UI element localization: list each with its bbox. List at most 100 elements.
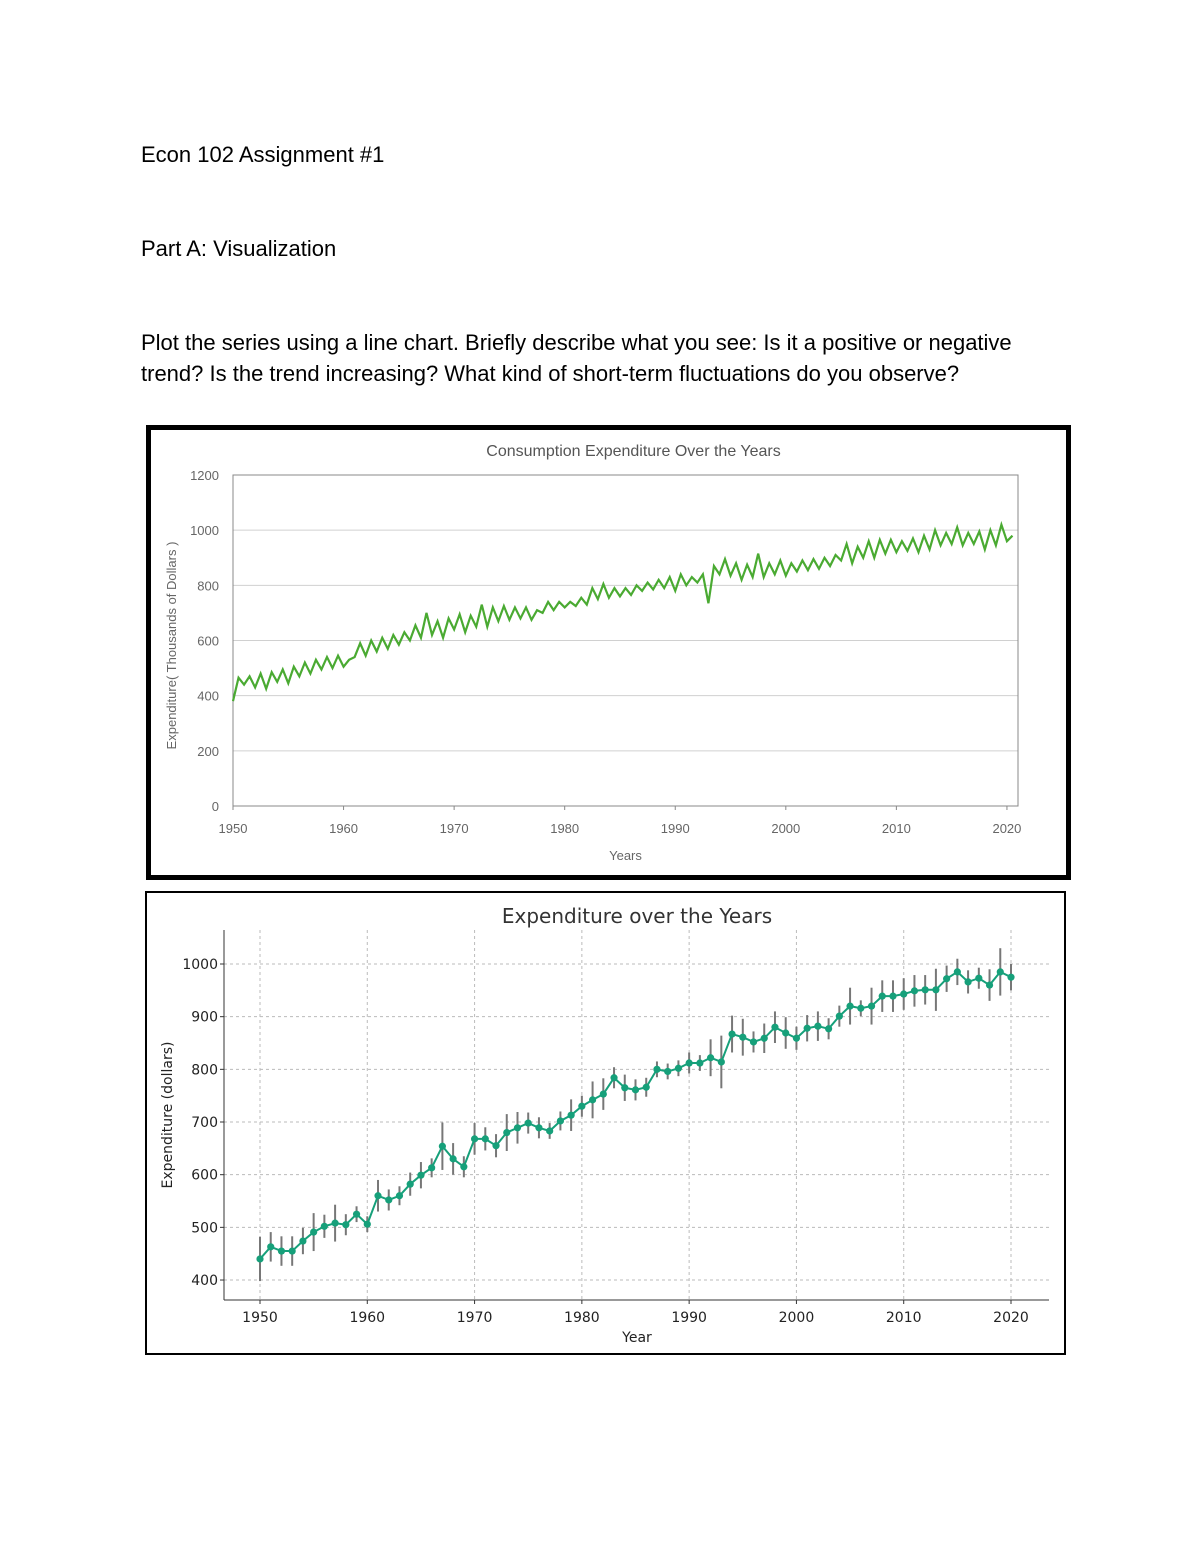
data-point [900, 990, 908, 998]
x-tick-label: 1950 [242, 1310, 278, 1326]
data-point [717, 1058, 725, 1066]
data-point [546, 1127, 554, 1135]
data-point [417, 1171, 425, 1179]
data-point [985, 981, 994, 989]
series-line [231, 520, 1014, 702]
data-point [481, 1135, 489, 1143]
data-point [621, 1084, 629, 1092]
assignment-prompt: Plot the series using a line chart. Brie… [141, 330, 1012, 386]
y-tick-label: 0 [212, 799, 219, 814]
data-point [363, 1220, 371, 1228]
x-axis-label: Year [621, 1330, 652, 1346]
data-point [749, 1038, 758, 1046]
y-tick-label: 800 [191, 1062, 218, 1078]
data-point [771, 1023, 779, 1031]
y-tick-label: 400 [191, 1273, 218, 1289]
x-tick-label: 1960 [349, 1310, 385, 1326]
data-point [867, 1002, 876, 1010]
x-tick-label: 1980 [550, 821, 579, 836]
y-tick-label: 600 [197, 634, 219, 649]
data-point [803, 1024, 811, 1032]
data-point [460, 1163, 468, 1171]
data-point [760, 1034, 768, 1042]
data-point [707, 1054, 715, 1062]
data-point [696, 1059, 704, 1067]
chart-title: Consumption Expenditure Over the Years [486, 443, 780, 460]
y-tick-label: 600 [191, 1168, 218, 1184]
y-tick-label: 700 [191, 1115, 218, 1131]
data-point [320, 1222, 328, 1230]
data-point [996, 968, 1004, 976]
data-point [492, 1142, 500, 1150]
x-axis-label: Years [609, 848, 642, 863]
data-point [685, 1059, 693, 1067]
data-point [428, 1164, 436, 1172]
data-point [857, 1004, 865, 1012]
data-point [878, 992, 886, 1000]
x-tick-label: 1990 [661, 821, 690, 836]
document-title: Econ 102 Assignment #1 [141, 142, 385, 167]
y-tick-label: 1000 [190, 523, 219, 538]
y-axis-label: Expenditure (dollars) [160, 1042, 176, 1189]
x-tick-label: 2000 [779, 1310, 815, 1326]
data-point [513, 1124, 522, 1132]
x-tick-label: 2020 [993, 1310, 1029, 1326]
data-point [524, 1119, 532, 1127]
data-point [674, 1064, 683, 1072]
x-tick-label: 1970 [440, 821, 469, 836]
data-point [567, 1111, 575, 1119]
data-point [352, 1210, 361, 1218]
chart-1-svg: Consumption Expenditure Over the Years 0 2… [164, 443, 1021, 863]
data-point [503, 1128, 511, 1137]
data-point [814, 1022, 822, 1030]
data-point [932, 986, 940, 994]
data-point [470, 1135, 479, 1143]
x-tick-label: 2010 [886, 1310, 922, 1326]
data-point [835, 1012, 843, 1020]
data-point [910, 987, 919, 995]
x-tick-label: 2000 [771, 821, 800, 836]
data-point [438, 1142, 446, 1150]
y-tick-label: 800 [197, 578, 219, 593]
chart-title: Expenditure over the Years [502, 904, 772, 928]
data-point [395, 1192, 404, 1200]
data-point [1007, 973, 1015, 981]
data-point [610, 1074, 618, 1082]
chart-consumption-expenditure: Consumption Expenditure Over the Years 0 2… [146, 425, 1071, 880]
data-point [599, 1090, 607, 1098]
data-point [277, 1247, 286, 1255]
plot-area-border [232, 474, 1019, 807]
data-point [728, 1030, 736, 1038]
data-point [535, 1124, 543, 1132]
data-point [889, 992, 897, 1000]
data-point [631, 1086, 640, 1094]
data-point [267, 1243, 275, 1251]
data-point [953, 968, 961, 976]
data-point [374, 1192, 382, 1200]
y-tick-label: 900 [191, 1010, 218, 1026]
data-point [825, 1025, 833, 1033]
y-tick-label: 400 [197, 689, 219, 704]
data-point [964, 978, 972, 986]
data-point [406, 1180, 414, 1188]
chart-expenditure-over-years: Expenditure over the Years 400 500 600 700 80… [145, 891, 1066, 1355]
data-point [556, 1117, 564, 1125]
x-tick-label: 2010 [882, 821, 911, 836]
data-point [792, 1034, 801, 1042]
y-tick-label: 1000 [182, 957, 218, 973]
data-point [921, 986, 929, 994]
data-point [782, 1029, 790, 1037]
data-point [578, 1102, 586, 1110]
x-tick-label: 2020 [992, 821, 1021, 836]
data-point [299, 1237, 307, 1245]
x-tick-label: 1960 [329, 821, 358, 836]
data-point [342, 1221, 350, 1229]
y-tick-label: 1200 [190, 468, 219, 483]
x-tick-label: 1980 [564, 1310, 600, 1326]
data-point [256, 1255, 264, 1263]
data-point [288, 1247, 296, 1255]
y-tick-label: 200 [197, 744, 219, 759]
y-axis-label: Expenditure( Thousands of Dollars ) [164, 542, 179, 750]
data-point [975, 974, 983, 982]
